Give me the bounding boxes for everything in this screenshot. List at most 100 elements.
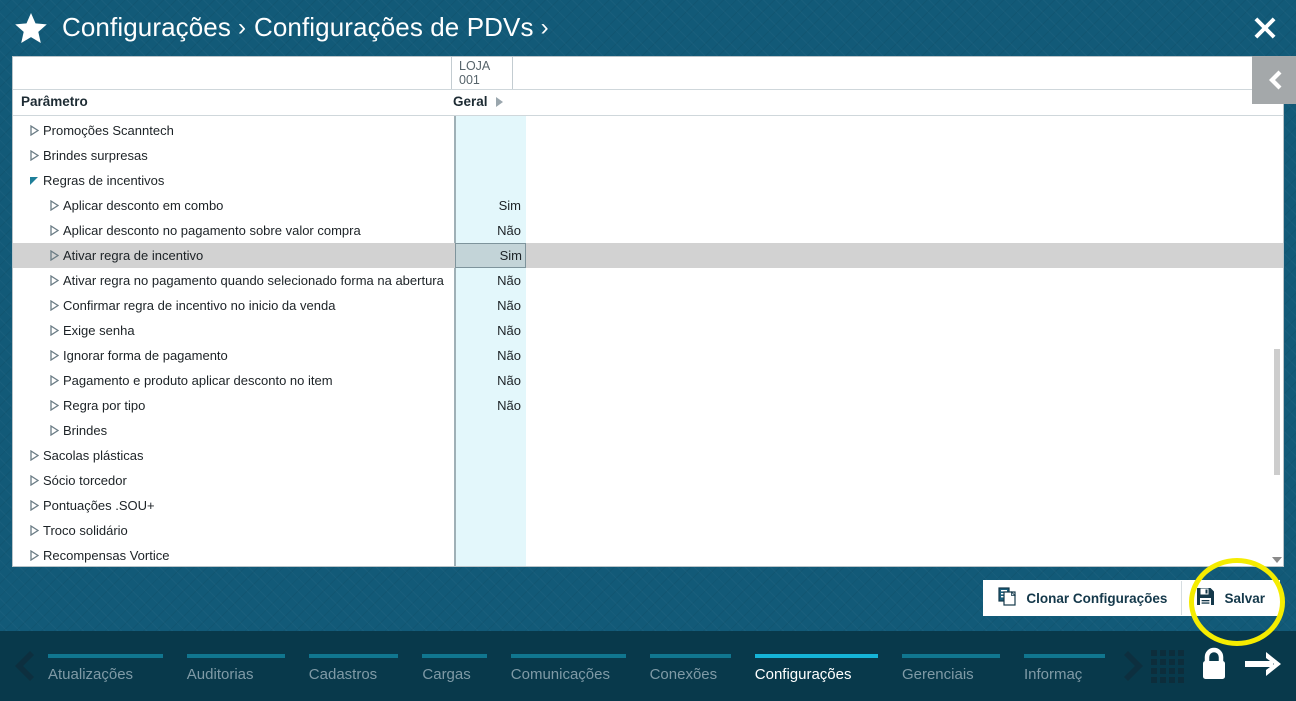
- table-row[interactable]: Sacolas plásticas: [13, 443, 1283, 468]
- nav-item-cargas[interactable]: Cargas: [422, 650, 487, 683]
- tree-row-value[interactable]: Sim: [455, 243, 526, 268]
- tree-collapsed-icon[interactable]: [27, 468, 41, 493]
- close-icon[interactable]: [1246, 9, 1284, 47]
- panel-collapse-button[interactable]: [1252, 56, 1296, 104]
- table-row[interactable]: Exige senha Não: [13, 318, 1283, 343]
- table-row[interactable]: Regras de incentivos: [13, 168, 1283, 193]
- tree-collapsed-icon[interactable]: [47, 368, 61, 393]
- tree-collapsed-icon[interactable]: [47, 243, 61, 268]
- nav-item-indicator: [901, 653, 1000, 658]
- nav-item-label: Cargas: [422, 665, 471, 683]
- tree-collapsed-icon[interactable]: [47, 318, 61, 343]
- action-button-group: Clonar Configurações Salvar: [983, 580, 1280, 616]
- nav-item-indicator: [48, 653, 163, 658]
- nav-next-button[interactable]: [1117, 649, 1151, 683]
- nav-item-conex-es[interactable]: Conexões: [649, 650, 731, 683]
- table-row[interactable]: Pagamento e produto aplicar desconto no …: [13, 368, 1283, 393]
- tree-collapsed-icon[interactable]: [47, 343, 61, 368]
- tree-collapsed-icon[interactable]: [27, 443, 41, 468]
- tree-collapsed-icon[interactable]: [47, 293, 61, 318]
- tree-collapsed-icon[interactable]: [27, 543, 41, 566]
- caret-down-icon[interactable]: [1271, 554, 1283, 566]
- tree-expanded-icon[interactable]: [27, 168, 41, 193]
- table-row[interactable]: Brindes: [13, 418, 1283, 443]
- tree-row-label: Confirmar regra de incentivo no inicio d…: [63, 298, 336, 313]
- nav-item-indicator: [308, 653, 399, 658]
- nav-item-auditorias[interactable]: Auditorias: [186, 650, 285, 683]
- tree-row-label: Aplicar desconto em combo: [63, 198, 224, 213]
- value-column-background: [455, 116, 526, 566]
- table-row[interactable]: Sócio torcedor: [13, 468, 1283, 493]
- column-header-geral[interactable]: Geral: [453, 94, 503, 109]
- scrollbar-thumb[interactable]: [1274, 349, 1280, 475]
- tree-collapsed-icon[interactable]: [27, 493, 41, 518]
- table-row[interactable]: Aplicar desconto em combo Sim: [13, 193, 1283, 218]
- chevron-left-icon: [15, 651, 34, 681]
- table-row[interactable]: Regra por tipo Não: [13, 393, 1283, 418]
- tree-row-value[interactable]: Não: [497, 373, 521, 388]
- nav-prev-button[interactable]: [6, 649, 42, 683]
- nav-item-label: Auditorias: [186, 665, 254, 683]
- nav-item-cadastros[interactable]: Cadastros: [308, 650, 399, 683]
- table-row[interactable]: Promoções Scanntech: [13, 118, 1283, 143]
- nav-item-label: Gerenciais: [901, 665, 974, 683]
- tree-row-label: Exige senha: [63, 323, 135, 338]
- tree-row-label: Sacolas plásticas: [43, 448, 144, 463]
- tree-row-value[interactable]: Não: [497, 223, 521, 238]
- tree-collapsed-icon[interactable]: [27, 118, 41, 143]
- nav-item-indicator: [1023, 653, 1106, 658]
- table-row[interactable]: Pontuações .SOU+: [13, 493, 1283, 518]
- table-row[interactable]: Brindes surpresas: [13, 143, 1283, 168]
- breadcrumb-item-configuracoes-pdvs[interactable]: Configurações de PDVs: [253, 12, 534, 42]
- tree-collapsed-icon[interactable]: [47, 418, 61, 443]
- column-header-parametro: Parâmetro: [21, 94, 88, 109]
- table-row[interactable]: Aplicar desconto no pagamento sobre valo…: [13, 218, 1283, 243]
- tree-collapsed-icon[interactable]: [27, 518, 41, 543]
- nav-item-configura-es[interactable]: Configurações: [754, 650, 878, 683]
- tree-row-value[interactable]: Não: [497, 298, 521, 313]
- tree-row-value[interactable]: Sim: [498, 198, 521, 213]
- tree-column-divider: [454, 116, 455, 566]
- tree-row-label: Ativar regra de incentivo: [63, 248, 204, 263]
- tree-collapsed-icon[interactable]: [47, 193, 61, 218]
- chevron-right-icon: [1124, 651, 1143, 681]
- breadcrumb-item-configuracoes[interactable]: Configurações: [62, 12, 231, 42]
- apps-grid-icon[interactable]: [1151, 649, 1184, 683]
- tree-collapsed-icon[interactable]: [47, 268, 61, 293]
- nav-item-indicator: [510, 653, 626, 658]
- parameter-tree: Promoções Scanntech Brindes surpresas Regr…: [13, 116, 1283, 566]
- clone-settings-button[interactable]: Clonar Configurações: [984, 581, 1182, 615]
- tree-row-value[interactable]: Não: [497, 348, 521, 363]
- nav-item-indicator: [649, 653, 731, 658]
- tree-collapsed-icon[interactable]: [47, 393, 61, 418]
- save-button[interactable]: Salvar: [1181, 581, 1279, 615]
- table-row[interactable]: Ativar regra de incentivo Sim: [13, 243, 1283, 268]
- nav-item-gerenciais[interactable]: Gerenciais: [901, 650, 1000, 683]
- star-icon[interactable]: [14, 11, 48, 45]
- tree-row-list: Promoções Scanntech Brindes surpresas Regr…: [13, 116, 1283, 566]
- table-row[interactable]: Confirmar regra de incentivo no inicio d…: [13, 293, 1283, 318]
- tree-row-value[interactable]: Não: [497, 323, 521, 338]
- nav-item-atualiza-es[interactable]: Atualizações: [48, 650, 163, 683]
- table-row[interactable]: Ignorar forma de pagamento Não: [13, 343, 1283, 368]
- grid-header-row: LOJA 001: [13, 57, 1283, 90]
- tree-row-value[interactable]: Não: [497, 398, 521, 413]
- table-row[interactable]: Ativar regra no pagamento quando selecio…: [13, 268, 1283, 293]
- arrow-right-icon[interactable]: [1244, 648, 1282, 685]
- tree-collapsed-icon[interactable]: [47, 218, 61, 243]
- tree-row-value[interactable]: Não: [497, 273, 521, 288]
- nav-item-informa-[interactable]: Informaç: [1023, 650, 1106, 683]
- tree-row-label: Recompensas Vortice: [43, 548, 170, 563]
- table-row[interactable]: Recompensas Vortice: [13, 543, 1283, 566]
- grid-subheader-row: Parâmetro Geral: [13, 90, 1283, 116]
- vertical-scrollbar[interactable]: [1271, 104, 1283, 566]
- tree-row-label: Aplicar desconto no pagamento sobre valo…: [63, 223, 361, 238]
- lock-icon[interactable]: [1198, 645, 1230, 688]
- nav-item-comunica-es[interactable]: Comunicações: [510, 650, 626, 683]
- tree-row-label: Ignorar forma de pagamento: [63, 348, 228, 363]
- table-row[interactable]: Troco solidário: [13, 518, 1283, 543]
- chevron-right-icon: [495, 96, 503, 107]
- chevron-left-icon: [1269, 70, 1282, 90]
- save-label: Salvar: [1224, 590, 1265, 606]
- tree-collapsed-icon[interactable]: [27, 143, 41, 168]
